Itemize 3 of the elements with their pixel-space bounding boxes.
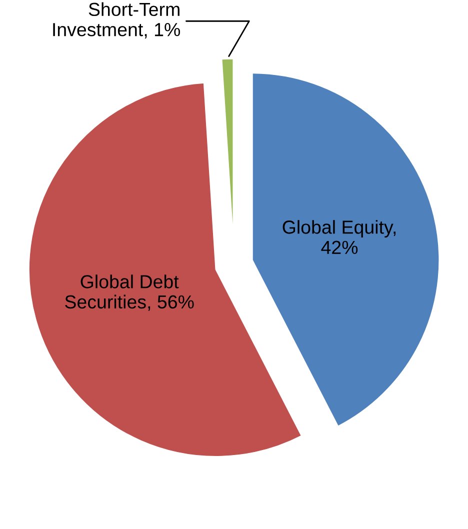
slice-label: Global Equity, 42% bbox=[282, 220, 396, 254]
slice-label: Global Debt Securities, 56% bbox=[65, 274, 194, 311]
slice-label: Short-Term Investment, 1% bbox=[53, 2, 180, 38]
